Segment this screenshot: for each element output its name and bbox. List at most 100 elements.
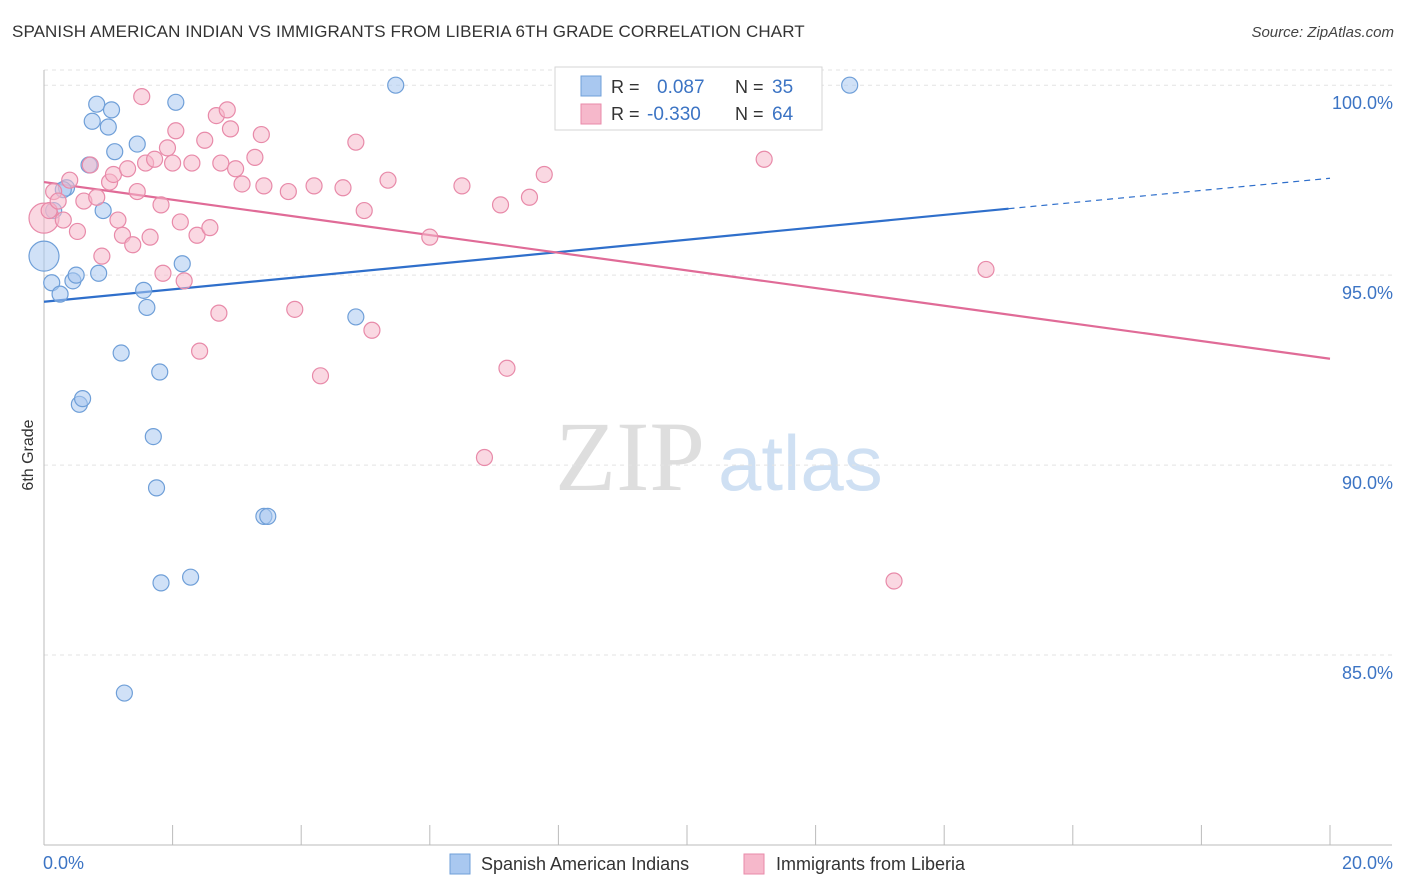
watermark-zip: ZIP — [555, 401, 705, 512]
point-blue-32 — [841, 76, 859, 94]
point-pink-52 — [379, 171, 397, 189]
point-pink-20 — [141, 228, 159, 246]
stats-r-value-blue: 0.087 — [657, 77, 705, 98]
point-blue-20 — [138, 298, 156, 317]
point-pink-8 — [81, 156, 99, 174]
watermark-atlas: atlas — [718, 419, 883, 507]
point-pink-18 — [133, 87, 151, 106]
point-blue-18 — [128, 135, 146, 153]
point-blue-13 — [99, 118, 117, 136]
stats-n-label-pink: N = — [735, 104, 764, 124]
point-blue-2 — [51, 285, 69, 303]
point-pink-46 — [305, 177, 323, 195]
trend-line-pink — [43, 180, 1331, 360]
point-pink-15 — [118, 160, 137, 178]
point-pink-43 — [255, 177, 273, 195]
point-pink-26 — [167, 122, 185, 140]
point-blue-27 — [182, 568, 200, 586]
legend-label-immigrants-from-liberia: Immigrants from Liberia — [776, 854, 966, 874]
point-pink-30 — [188, 226, 206, 244]
point-pink-3 — [49, 192, 67, 210]
point-pink-32 — [196, 131, 214, 149]
point-pink-6 — [68, 222, 87, 241]
trend-lines — [43, 177, 1331, 360]
point-pink-51 — [363, 321, 381, 339]
point-blue-19 — [135, 281, 153, 299]
point-pink-41 — [246, 148, 264, 166]
point-blue-9 — [83, 112, 101, 130]
stats-r-label-blue: R = — [611, 77, 640, 97]
point-pink-33 — [201, 219, 219, 237]
point-pink-47 — [311, 367, 330, 385]
stats-r-label-pink: R = — [611, 104, 640, 124]
point-pink-23 — [154, 264, 172, 282]
source-credit: Source: ZipAtlas.com — [1251, 24, 1394, 41]
point-blue-24 — [152, 574, 170, 592]
stats-n-label-blue: N = — [735, 77, 764, 97]
point-pink-53 — [421, 228, 439, 246]
x-tick-label-max: 20.0% — [1342, 853, 1393, 873]
data-points — [28, 76, 995, 702]
point-pink-21 — [145, 150, 164, 168]
point-pink-45 — [286, 300, 304, 318]
point-blue-16 — [112, 344, 130, 362]
point-blue-29 — [259, 507, 277, 525]
point-pink-37 — [218, 101, 236, 119]
point-blue-22 — [147, 479, 166, 497]
point-pink-49 — [347, 133, 365, 151]
y-tick-labels: 85.0% 90.0% 95.0% 100.0% — [1332, 93, 1393, 683]
y-tick-label-90: 90.0% — [1342, 473, 1393, 493]
point-pink-9 — [88, 188, 106, 206]
point-blue-21 — [144, 428, 162, 446]
point-pink-27 — [171, 213, 189, 231]
point-pink-58 — [520, 188, 539, 206]
point-blue-5 — [67, 266, 85, 284]
point-pink-60 — [755, 150, 773, 168]
point-pink-62 — [977, 260, 995, 279]
point-pink-25 — [164, 154, 182, 172]
point-pink-10 — [93, 247, 111, 265]
point-pink-36 — [212, 154, 230, 172]
y-tick-label-100: 100.0% — [1332, 93, 1393, 113]
x-tick-label-min: 0.0% — [43, 853, 84, 873]
point-blue-23 — [151, 363, 169, 381]
point-blue-30 — [347, 308, 365, 326]
point-pink-17 — [128, 182, 146, 201]
y-tick-label-85: 85.0% — [1342, 663, 1393, 683]
point-blue-10 — [88, 95, 106, 113]
point-blue-17 — [115, 684, 133, 702]
point-pink-24 — [158, 139, 177, 157]
point-pink-59 — [535, 165, 553, 184]
legend-swatch-immigrants-from-liberia — [743, 853, 765, 875]
point-pink-39 — [227, 160, 245, 178]
point-pink-42 — [252, 125, 270, 144]
point-pink-38 — [221, 120, 240, 138]
series-legend: Spanish American Indians Immigrants from… — [449, 853, 966, 875]
point-blue-11 — [90, 264, 108, 282]
point-blue-7 — [73, 390, 92, 408]
point-pink-5 — [61, 171, 79, 189]
point-pink-44 — [279, 182, 297, 201]
point-pink-63 — [885, 572, 903, 590]
y-axis-label: 6th Grade — [20, 419, 37, 490]
point-pink-54 — [453, 177, 471, 195]
legend-swatch-spanish-american-indians — [449, 853, 471, 875]
point-pink-50 — [355, 201, 373, 220]
point-blue-0 — [28, 240, 60, 272]
point-pink-48 — [334, 179, 352, 197]
gridlines — [44, 69, 1392, 656]
point-blue-15 — [106, 143, 124, 161]
point-pink-28 — [175, 272, 193, 290]
point-pink-22 — [152, 196, 170, 214]
point-pink-16 — [124, 236, 142, 254]
point-pink-55 — [475, 448, 494, 467]
stats-legend-swatch-pink — [580, 103, 602, 125]
point-pink-13 — [109, 211, 127, 229]
point-blue-14 — [102, 101, 121, 119]
point-pink-57 — [498, 359, 516, 377]
point-pink-35 — [210, 304, 228, 322]
trend-line-blue — [43, 207, 1009, 303]
legend-label-spanish-american-indians: Spanish American Indians — [481, 854, 689, 874]
stats-n-value-pink: 64 — [772, 104, 794, 125]
